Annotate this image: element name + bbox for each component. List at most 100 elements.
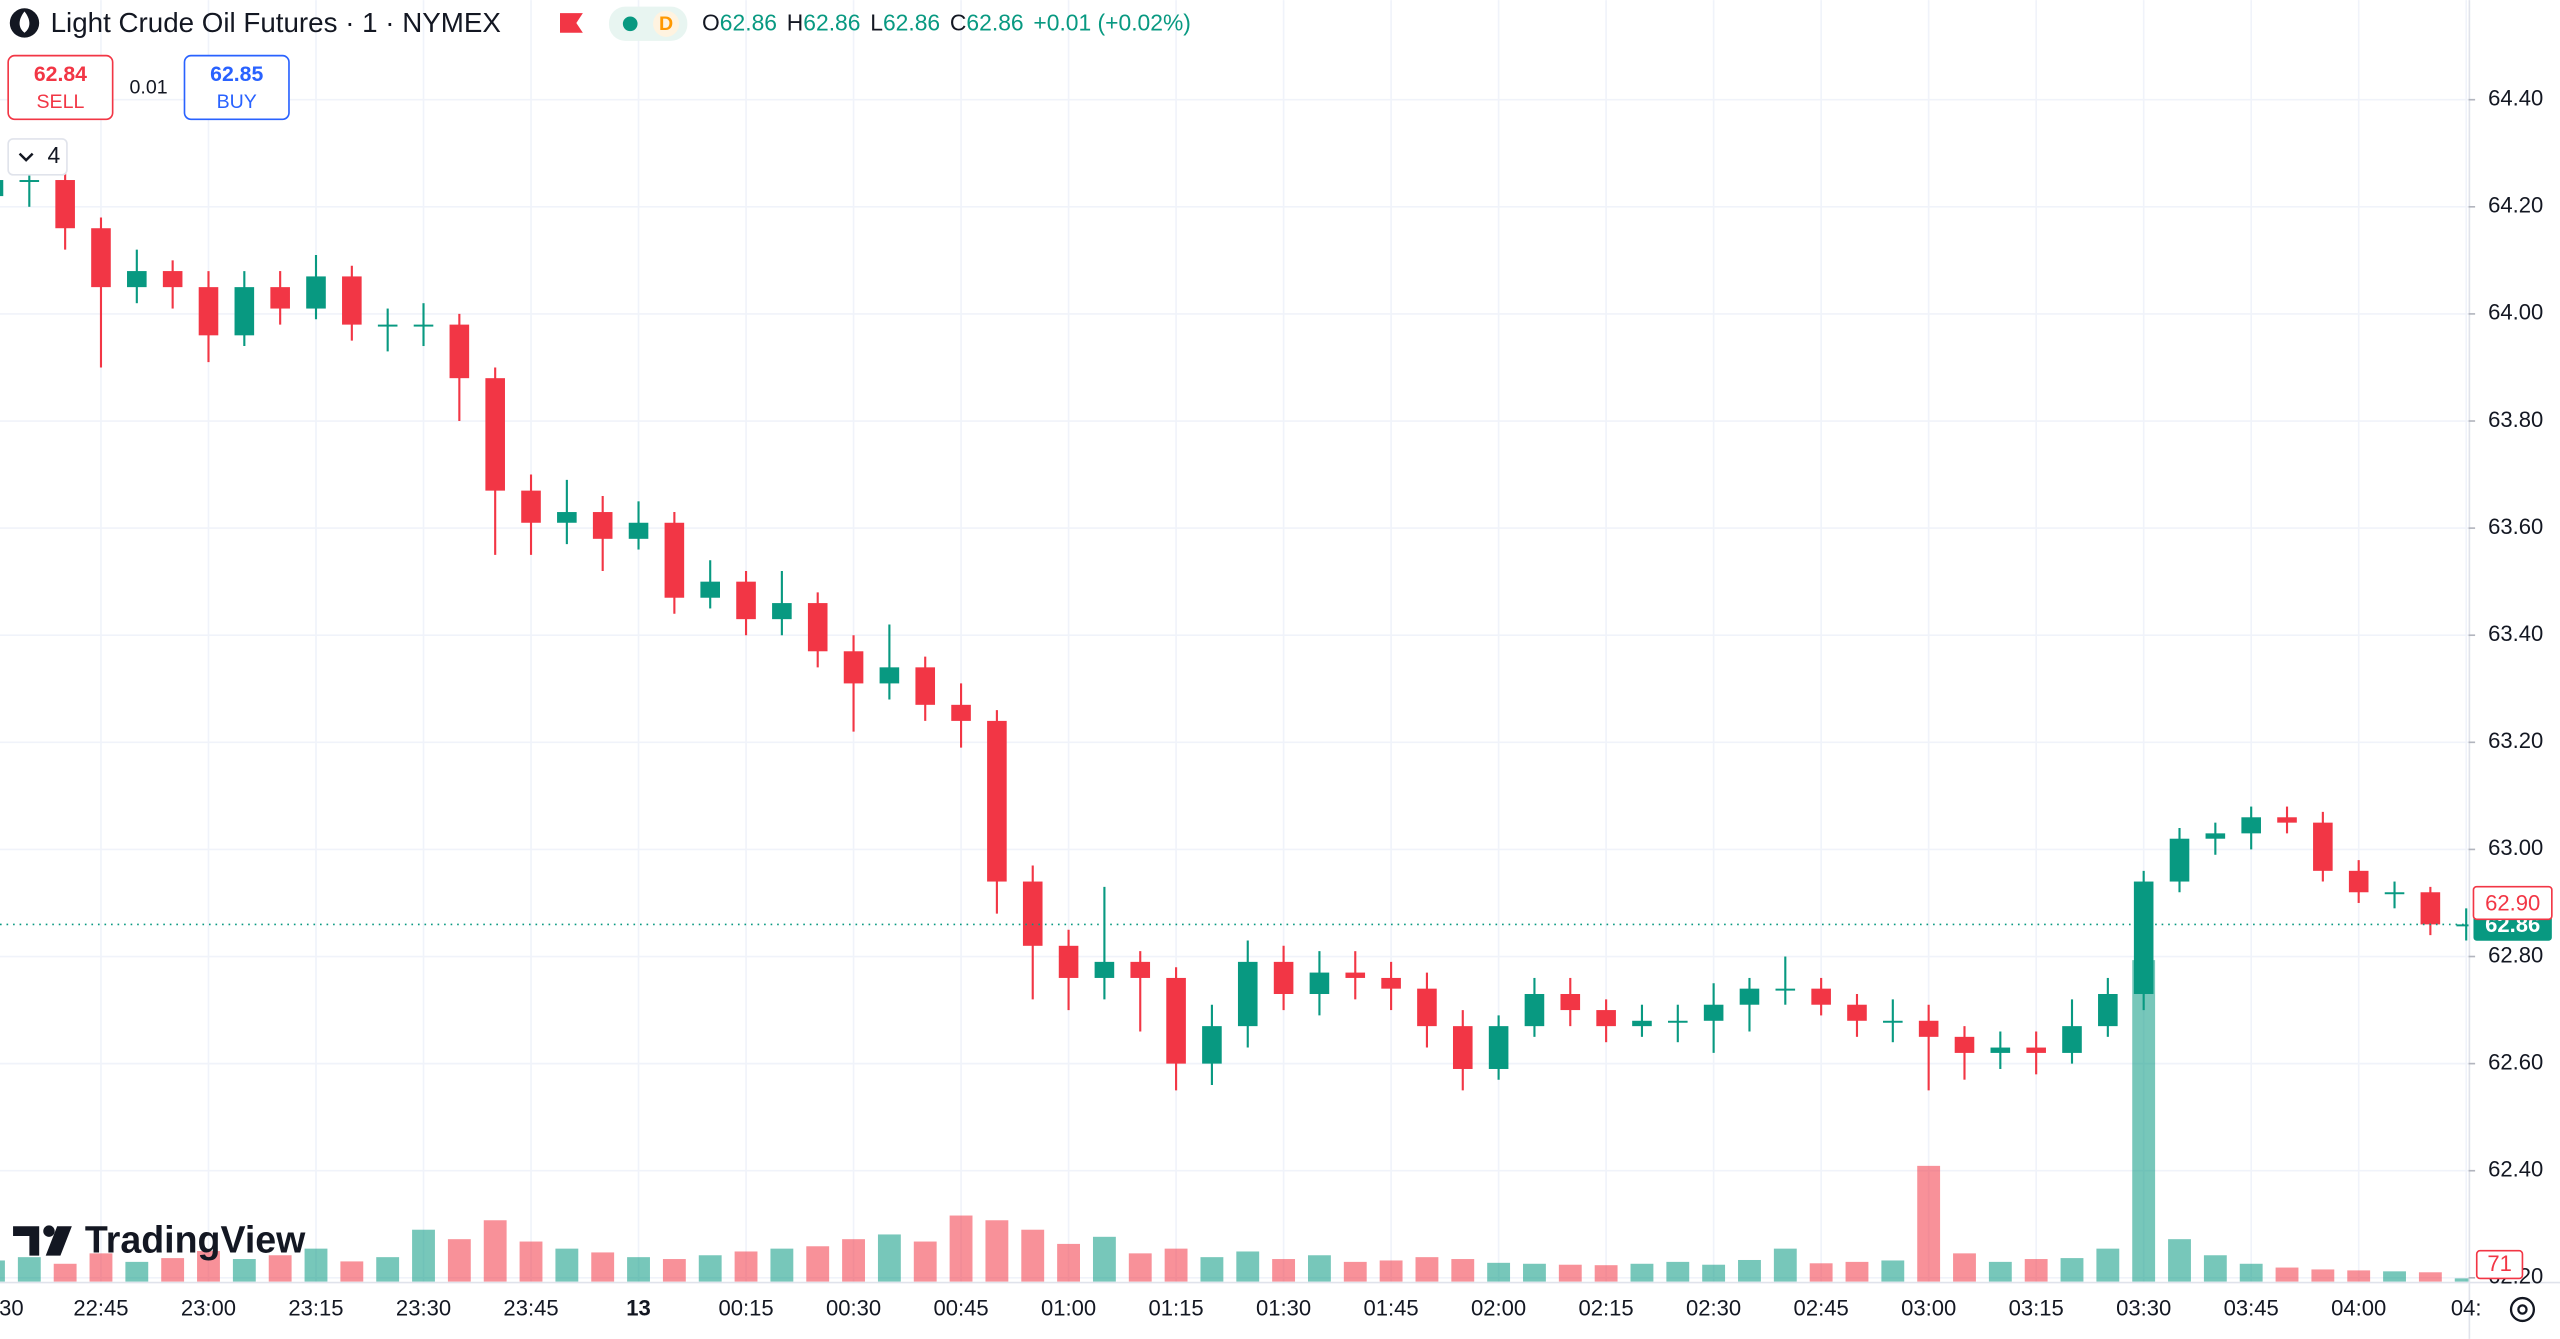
candle-body: [2420, 892, 2441, 925]
volume-bar: [1666, 1261, 1690, 1282]
volume-bar: [197, 1251, 220, 1282]
volume-bar: [1917, 1165, 1941, 1282]
volume-bar: [591, 1252, 615, 1282]
candle-body: [127, 271, 147, 288]
candle-body: [807, 603, 828, 652]
y-tick-label: 62.60: [2488, 1049, 2543, 1074]
volume-bar: [1558, 1264, 1582, 1282]
candle-body: [1452, 1026, 1473, 1069]
spread: 0.01: [130, 76, 168, 98]
volume-bar: [1379, 1260, 1403, 1282]
interval-badge: D: [659, 13, 673, 35]
change: +0.01 (+0.02%): [1033, 10, 1190, 36]
volume-bar: [1773, 1248, 1797, 1282]
chart-title[interactable]: Light Crude Oil Futures · 1 · NYMEX: [51, 7, 501, 38]
candle-body: [1703, 1004, 1724, 1021]
volume-bar: [734, 1251, 758, 1282]
indicator-toggle[interactable]: [7, 138, 68, 176]
candle-body: [1488, 1026, 1509, 1069]
candle-body: [2456, 924, 2469, 927]
volume-bar: [89, 1253, 113, 1282]
candle-body: [1094, 961, 1115, 978]
drop-icon: [19, 11, 30, 33]
candle-body: [1954, 1036, 1975, 1053]
candle-body: [485, 378, 505, 491]
flag-icon[interactable]: [560, 13, 583, 33]
x-tick-label: 23:00: [181, 1295, 236, 1320]
y-tick-label: 63.00: [2488, 835, 2543, 860]
candle-body: [2384, 892, 2405, 895]
candle-body: [1237, 961, 1258, 1027]
candle-body: [557, 512, 577, 523]
candle-body: [2098, 994, 2118, 1027]
volume-bar: [1738, 1259, 1761, 1282]
volume-bar: [1128, 1253, 1152, 1282]
candle-body: [162, 271, 183, 288]
candle-body: [1739, 988, 1760, 1005]
candle-body: [377, 324, 398, 327]
volume-bar: [1487, 1262, 1511, 1282]
market-open-dot: [622, 16, 638, 32]
volume-bar: [304, 1248, 328, 1282]
candle-body: [55, 180, 75, 229]
volume-pane: [0, 960, 2469, 1282]
y-tick-label: 62.40: [2488, 1157, 2543, 1182]
volume-bar: [17, 1257, 41, 1282]
volume-bar: [698, 1255, 722, 1282]
x-tick-label: 23:15: [288, 1295, 343, 1320]
volume-bar: [1523, 1263, 1546, 1282]
settings-icon[interactable]: [2509, 1296, 2536, 1323]
logo-mark: [13, 1226, 40, 1256]
candle-body: [1166, 977, 1186, 1064]
volume-bar: [2275, 1267, 2299, 1282]
candle-body: [270, 287, 290, 309]
candle-body: [521, 490, 541, 523]
volume-bar: [1272, 1259, 1296, 1282]
brand-logo: TradingView: [13, 1218, 306, 1260]
candle-body: [2313, 822, 2333, 871]
volume-bar: [1092, 1236, 1116, 1282]
volume-bar: [949, 1215, 973, 1282]
volume-bar: [1200, 1257, 1224, 1282]
candle-body: [19, 180, 40, 182]
buy-button[interactable]: [183, 54, 290, 121]
badge-bg: [653, 10, 680, 37]
candle-body: [1273, 961, 1294, 995]
x-tick-label: 01:30: [1256, 1295, 1311, 1320]
sell-label: SELL: [36, 91, 84, 113]
x-tick-label: 03:15: [2009, 1295, 2064, 1320]
y-tick-label: 63.20: [2488, 728, 2543, 753]
candle-body: [592, 512, 613, 539]
candle-body: [1596, 1010, 1616, 1027]
volume-bar: [1702, 1264, 1726, 1282]
candle-body: [2277, 817, 2297, 823]
volume-bar: [232, 1259, 256, 1282]
sell-button[interactable]: [7, 54, 114, 121]
candle-body: [413, 324, 434, 327]
volume-bar: [2347, 1270, 2371, 1282]
candle-body: [306, 276, 326, 309]
y-tick-label: 63.80: [2488, 407, 2543, 432]
volume-bar: [1630, 1263, 1654, 1282]
x-tick-label: 01:00: [1041, 1295, 1096, 1320]
volume-value-label: 71: [2487, 1251, 2512, 1276]
candle-body: [1811, 988, 1831, 1005]
ohlc-value: 62.86: [803, 10, 860, 36]
x-tick-label: 01:45: [1364, 1295, 1419, 1320]
x-tick-label: 13: [626, 1295, 651, 1320]
volume-bar: [447, 1239, 471, 1282]
candle-body: [1417, 988, 1437, 1027]
logo-dot: [43, 1225, 55, 1237]
volume-bar: [1451, 1259, 1475, 1282]
candles: [0, 158, 2469, 1091]
candle-body: [2348, 870, 2369, 893]
volume-bar: [483, 1220, 507, 1282]
candle-body: [1058, 945, 1079, 978]
volume-bar: [161, 1258, 185, 1282]
volume-bar: [340, 1261, 364, 1282]
volume-bar: [913, 1241, 937, 1282]
candle-body: [628, 522, 649, 539]
x-tick-label: 03:30: [2116, 1295, 2171, 1320]
volume-bar: [2024, 1259, 2048, 1282]
